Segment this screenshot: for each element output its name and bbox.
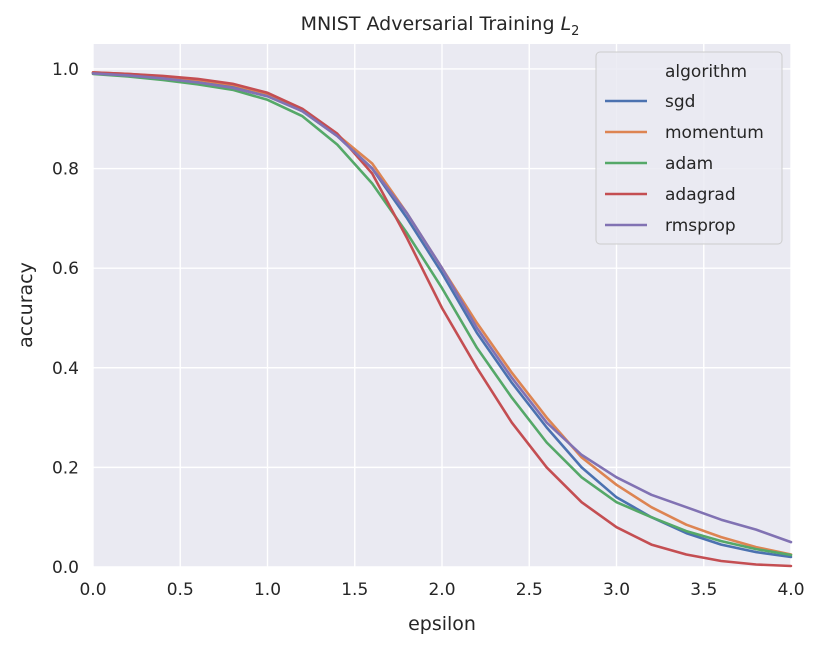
series-lines xyxy=(91,71,793,568)
y-tick-label: 0.6 xyxy=(52,259,79,279)
y-tick-label: 1.0 xyxy=(52,60,79,80)
legend-title: algorithm xyxy=(665,62,747,82)
x-tick-label: 2.0 xyxy=(428,580,455,600)
x-tick-label: 0.0 xyxy=(79,580,106,600)
x-tick-label: 1.5 xyxy=(341,580,368,600)
x-axis-label: epsilon xyxy=(408,613,476,635)
legend-label-sgd: sgd xyxy=(665,92,695,112)
x-tick-label: 2.5 xyxy=(516,580,543,600)
x-tick-labels: 0.0 0.5 1.0 1.5 2.0 2.5 3.0 3.5 4.0 xyxy=(79,580,804,600)
series-line-adam xyxy=(91,72,793,557)
legend: algorithm sgd momentum adam adagrad rmsprop xyxy=(595,51,783,245)
legend-entries: sgd momentum adam adagrad rmsprop xyxy=(605,92,764,236)
y-tick-label: 0.4 xyxy=(52,359,79,379)
y-tick-labels: 0.0 0.2 0.4 0.6 0.8 1.0 xyxy=(52,60,79,578)
legend-label-rmsprop: rmsprop xyxy=(665,216,736,236)
legend-label-adam: adam xyxy=(665,154,713,174)
chart-title-math-sub: 2 xyxy=(571,24,579,39)
chart-title-math: L xyxy=(561,13,572,35)
y-tick-label: 0.0 xyxy=(52,558,79,578)
series-line-adagrad xyxy=(91,71,793,568)
legend-label-adagrad: adagrad xyxy=(665,185,736,205)
x-tick-label: 3.0 xyxy=(603,580,630,600)
chart-title: MNIST Adversarial Training L2 xyxy=(301,13,580,39)
x-tick-label: 0.5 xyxy=(167,580,194,600)
chart-title-text: MNIST Adversarial Training xyxy=(301,13,561,35)
x-tick-label: 4.0 xyxy=(777,580,804,600)
x-tick-label: 1.0 xyxy=(254,580,281,600)
y-axis-label: accuracy xyxy=(15,262,37,348)
legend-label-momentum: momentum xyxy=(665,123,764,143)
x-tick-label: 3.5 xyxy=(690,580,717,600)
y-tick-label: 0.2 xyxy=(52,458,79,478)
y-tick-label: 0.8 xyxy=(52,160,79,180)
series-line-rmsprop xyxy=(91,72,793,544)
